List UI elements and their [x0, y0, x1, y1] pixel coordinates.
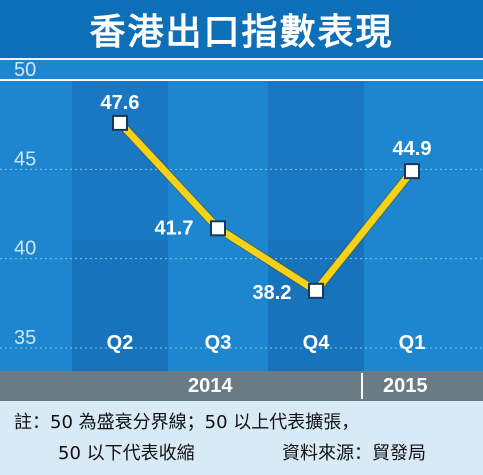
data-point-marker	[112, 114, 128, 131]
data-label: 44.9	[393, 138, 432, 160]
column-band-lower	[72, 240, 168, 371]
plot-area: 50 45 40 35 47.6 41.7 38.2 44.9 Q2 Q3 Q4 Q1	[0, 59, 483, 371]
y-tick-label: 50	[14, 59, 36, 81]
x-tick-label: Q3	[205, 332, 232, 354]
title-bar: 香港出口指數表現	[0, 0, 483, 60]
source-note: 資料來源：貿發局	[282, 443, 426, 464]
data-label: 41.7	[155, 217, 194, 239]
column-band-lower	[268, 240, 364, 371]
data-point-marker	[308, 282, 324, 299]
column-bands	[72, 80, 364, 371]
data-point-marker	[404, 163, 420, 180]
year-bar: 2014 2015	[0, 371, 483, 401]
footnote: 註：50 為盛衰分界線；50 以上代表擴張， 50 以下代表收縮 資料來源：貿發…	[0, 401, 483, 475]
year-label-2014: 2014	[188, 375, 233, 397]
year-divider	[361, 373, 363, 399]
series-line	[117, 120, 415, 296]
gridlines	[0, 79, 483, 349]
y-tick-label: 45	[14, 148, 36, 170]
data-point-marker	[210, 220, 226, 237]
year-label-2015: 2015	[383, 375, 428, 397]
y-tick-label: 35	[14, 327, 36, 349]
footnote-line-1: 註：50 為盛衰分界線；50 以上代表擴張，	[14, 412, 360, 433]
data-label: 38.2	[253, 282, 292, 304]
y-tick-label: 40	[14, 238, 36, 260]
footnote-line-2: 50 以下代表收縮	[58, 443, 195, 464]
data-label: 47.6	[101, 92, 140, 114]
chart-title: 香港出口指數表現	[89, 12, 394, 53]
x-tick-label: Q1	[399, 332, 426, 354]
x-tick-label: Q4	[303, 332, 331, 354]
x-axis-ticks: Q2 Q3 Q4 Q1	[107, 332, 426, 354]
x-tick-label: Q2	[107, 332, 134, 354]
y-axis-ticks: 50 45 40 35	[14, 59, 36, 349]
line-series: 47.6 41.7 38.2 44.9	[101, 92, 432, 304]
